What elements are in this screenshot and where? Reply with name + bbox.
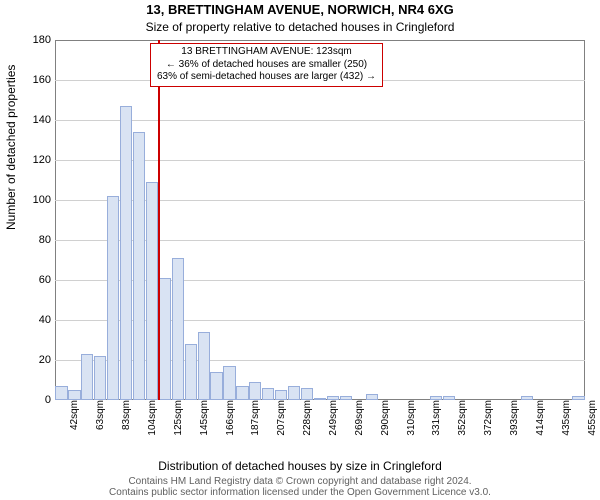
histogram-bar [301,388,313,400]
y-tick-label: 0 [17,394,55,406]
histogram-bar [94,356,106,400]
histogram-bar [210,372,222,400]
histogram-bar [55,386,67,400]
histogram-bar [275,390,287,400]
histogram-bar [185,344,197,400]
y-tick-label: 20 [17,354,55,366]
histogram-bar [262,388,274,400]
plot-area: 02040608010012014016018042sqm63sqm83sqm1… [55,40,585,400]
y-tick-label: 100 [17,194,55,206]
histogram-bar [133,132,145,400]
chart-subtitle: Size of property relative to detached ho… [0,20,600,34]
annotation-line: ← 36% of detached houses are smaller (25… [157,59,376,72]
chart-container: 13, BRETTINGHAM AVENUE, NORWICH, NR4 6XG… [0,0,600,500]
x-tick-label: 207sqm [272,400,287,436]
x-tick-label: 455sqm [583,400,598,436]
histogram-bar [159,278,171,400]
x-tick-label: 310sqm [402,400,417,436]
histogram-bar [198,332,210,400]
property-marker-line [158,40,160,400]
x-tick-label: 42sqm [65,400,80,430]
histogram-bar [288,386,300,400]
histogram-bar [146,182,158,400]
gridline [55,120,585,121]
y-tick-label: 40 [17,314,55,326]
x-tick-label: 414sqm [531,400,546,436]
x-tick-label: 393sqm [505,400,520,436]
x-tick-label: 145sqm [195,400,210,436]
x-tick-label: 269sqm [350,400,365,436]
chart-footer: Contains HM Land Registry data © Crown c… [0,476,600,498]
x-tick-label: 125sqm [169,400,184,436]
histogram-bar [223,366,235,400]
chart-title: 13, BRETTINGHAM AVENUE, NORWICH, NR4 6XG [0,2,600,17]
y-tick-label: 180 [17,34,55,46]
x-tick-label: 249sqm [324,400,339,436]
histogram-bar [172,258,184,400]
histogram-bar [68,390,80,400]
x-tick-label: 63sqm [91,400,106,430]
x-tick-label: 187sqm [246,400,261,436]
x-tick-label: 104sqm [143,400,158,436]
y-tick-label: 60 [17,274,55,286]
x-tick-label: 352sqm [453,400,468,436]
y-tick-label: 120 [17,154,55,166]
x-axis-label: Distribution of detached houses by size … [0,459,600,473]
y-tick-label: 160 [17,74,55,86]
y-axis-label: Number of detached properties [4,65,18,230]
x-tick-label: 290sqm [376,400,391,436]
histogram-bar [107,196,119,400]
y-tick-label: 80 [17,234,55,246]
annotation-line: 63% of semi-detached houses are larger (… [157,71,376,84]
x-tick-label: 166sqm [221,400,236,436]
annotation-line: 13 BRETTINGHAM AVENUE: 123sqm [157,46,376,59]
x-tick-label: 435sqm [557,400,572,436]
y-tick-label: 140 [17,114,55,126]
x-tick-label: 228sqm [298,400,313,436]
histogram-bar [249,382,261,400]
histogram-bar [120,106,132,400]
x-tick-label: 83sqm [117,400,132,430]
annotation-box: 13 BRETTINGHAM AVENUE: 123sqm← 36% of de… [150,43,383,87]
histogram-bar [236,386,248,400]
footer-line-2: Contains public sector information licen… [0,487,600,498]
x-tick-label: 372sqm [479,400,494,436]
footer-line-1: Contains HM Land Registry data © Crown c… [0,476,600,487]
histogram-bar [81,354,93,400]
x-tick-label: 331sqm [427,400,442,436]
